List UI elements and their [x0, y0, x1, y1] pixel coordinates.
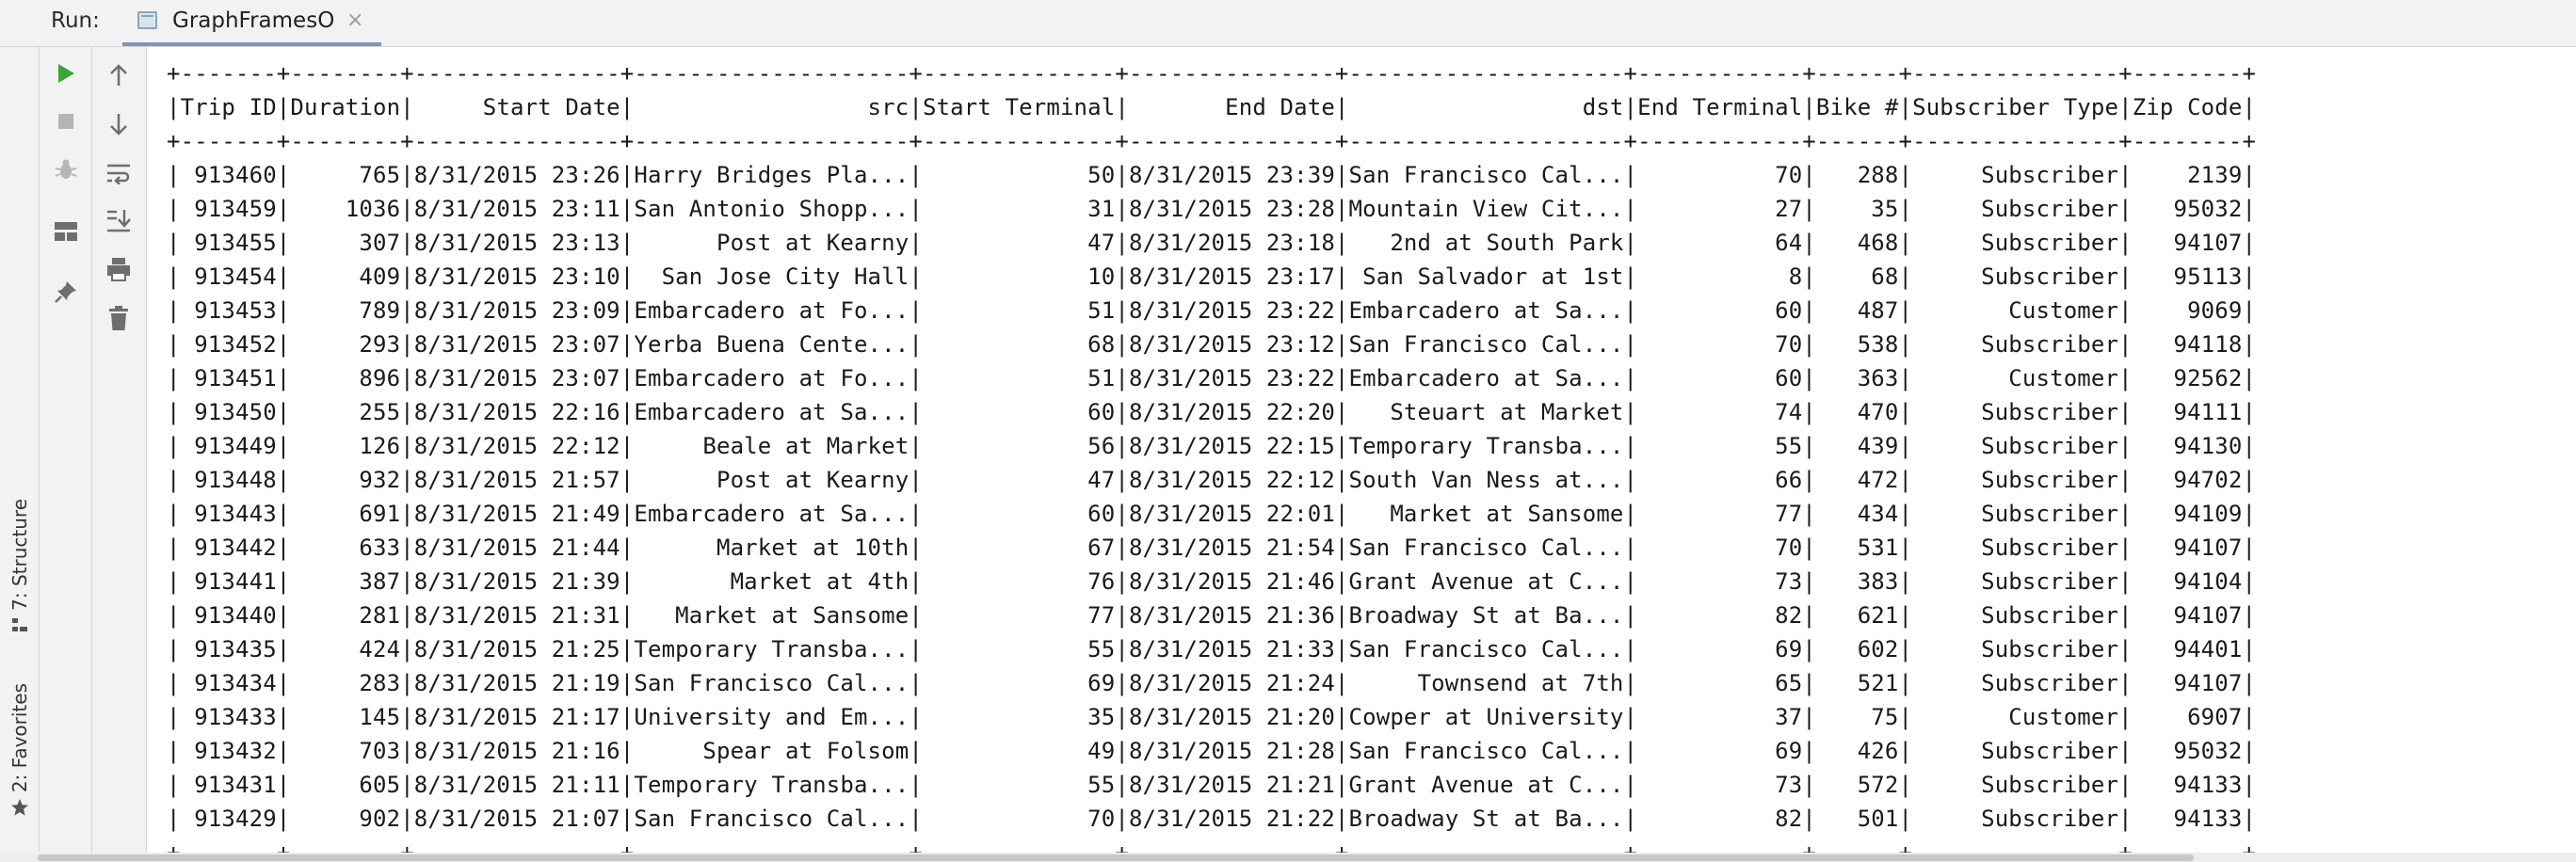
- table-row: | 913459| 1036|8/31/2015 23:11|San Anton…: [167, 196, 2257, 222]
- run-toolbar-primary: [40, 47, 92, 856]
- console-output[interactable]: +-------+--------+---------------+------…: [148, 47, 2576, 853]
- rerun-button[interactable]: [51, 58, 81, 88]
- clear-button[interactable]: [104, 303, 134, 333]
- up-button[interactable]: [104, 60, 134, 90]
- printer-icon: [107, 258, 130, 281]
- table-border-top: +-------+--------+---------------+------…: [167, 60, 2257, 87]
- play-icon: [58, 64, 74, 83]
- table-row: | 913454| 409|8/31/2015 23:10| San Jose …: [167, 263, 2257, 290]
- console-icon: [137, 11, 157, 29]
- dataframe-table-output: +-------+--------+---------------+------…: [167, 56, 2256, 853]
- table-row: | 913434| 283|8/31/2015 21:19|San Franci…: [167, 670, 2257, 696]
- table-row: | 913452| 293|8/31/2015 23:07|Yerba Buen…: [167, 331, 2257, 358]
- scroll-to-end-button[interactable]: [104, 205, 134, 235]
- trash-icon: [109, 306, 128, 330]
- pin-button[interactable]: [51, 277, 81, 307]
- stop-button[interactable]: [51, 106, 81, 136]
- table-row: | 913432| 703|8/31/2015 21:16| Spear at …: [167, 738, 2257, 764]
- table-row: | 913450| 255|8/31/2015 22:16|Embarcader…: [167, 399, 2257, 425]
- table-border-header: +-------+--------+---------------+------…: [167, 128, 2257, 154]
- table-row: | 913431| 605|8/31/2015 21:11|Temporary …: [167, 772, 2257, 798]
- table-row: | 913442| 633|8/31/2015 21:44| Market at…: [167, 535, 2257, 561]
- structure-icon: [11, 616, 28, 636]
- table-row: | 913441| 387|8/31/2015 21:39| Market at…: [167, 568, 2257, 595]
- left-tool-strip: 7: Structure 2: Favorites: [0, 47, 40, 862]
- structure-tab-label: 7: Structure: [8, 499, 31, 611]
- down-button[interactable]: [104, 109, 134, 139]
- arrow-down-icon: [110, 114, 127, 136]
- star-icon: [10, 798, 29, 820]
- table-row: | 913433| 145|8/31/2015 21:17|University…: [167, 704, 2257, 730]
- table-row: | 913451| 896|8/31/2015 23:07|Embarcader…: [167, 365, 2257, 391]
- arrow-up-icon: [110, 64, 127, 86]
- table-border-bottom: +-------+--------+---------------+------…: [167, 839, 2257, 853]
- table-row: | 913449| 126|8/31/2015 22:12| Beale at …: [167, 433, 2257, 459]
- table-row: | 913455| 307|8/31/2015 23:13| Post at K…: [167, 230, 2257, 256]
- table-row: | 913448| 932|8/31/2015 21:57| Post at K…: [167, 467, 2257, 493]
- soft-wrap-button[interactable]: [104, 158, 134, 188]
- favorites-side-tab[interactable]: 2: Favorites: [2, 683, 38, 820]
- scrollbar-thumb[interactable]: [38, 854, 2194, 861]
- layout-icon: [55, 222, 77, 241]
- run-tool-window-header: Run: GraphFramesO ×: [0, 0, 2576, 47]
- table-row: | 913443| 691|8/31/2015 21:49|Embarcader…: [167, 501, 2257, 527]
- print-button[interactable]: [104, 254, 134, 284]
- run-toolbar-secondary: [92, 47, 147, 856]
- table-row: | 913435| 424|8/31/2015 21:25|Temporary …: [167, 636, 2257, 662]
- run-tab-label: GraphFramesO: [172, 8, 335, 33]
- layout-button[interactable]: [51, 216, 81, 247]
- bug-icon: [55, 159, 77, 179]
- table-row: | 913460| 765|8/31/2015 23:26|Harry Brid…: [167, 162, 2257, 188]
- stop-icon: [58, 114, 73, 129]
- pin-icon: [55, 281, 76, 303]
- horizontal-scrollbar[interactable]: [0, 853, 2576, 862]
- close-icon[interactable]: ×: [346, 8, 364, 32]
- table-row: | 913429| 902|8/31/2015 21:07|San Franci…: [167, 806, 2257, 832]
- run-tab-graphframes[interactable]: GraphFramesO ×: [122, 0, 381, 46]
- table-row: | 913440| 281|8/31/2015 21:31| Market at…: [167, 602, 2257, 629]
- table-header-row: |Trip ID|Duration| Start Date| src|Start…: [167, 94, 2257, 120]
- run-label: Run:: [51, 8, 100, 33]
- favorites-tab-label: 2: Favorites: [8, 683, 31, 793]
- structure-side-tab[interactable]: 7: Structure: [2, 499, 38, 636]
- scroll-end-icon: [107, 210, 131, 232]
- wrap-icon: [107, 164, 130, 184]
- debug-button[interactable]: [51, 154, 81, 184]
- table-row: | 913453| 789|8/31/2015 23:09|Embarcader…: [167, 297, 2257, 324]
